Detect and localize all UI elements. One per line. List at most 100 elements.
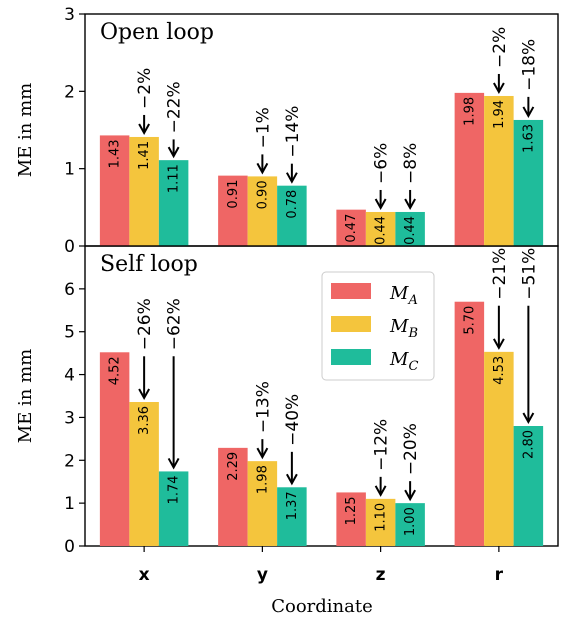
bar-M_B-x <box>129 402 159 546</box>
change-arrow-M_B-y-head <box>256 162 269 175</box>
y-tick-label: 3 <box>64 5 75 25</box>
x-axis-title: Coordinate <box>271 596 373 617</box>
bar-M_A-r <box>454 301 485 546</box>
bar-value-label: 1.98 <box>255 465 270 494</box>
bar-M_C-r <box>513 119 544 246</box>
bar-value-label: 0.47 <box>344 214 359 243</box>
bar-M_C-r <box>513 426 544 546</box>
y-tick-label: 5 <box>64 323 75 343</box>
change-arrow-M_C-r-head <box>522 106 535 119</box>
bar-value-label: 1.94 <box>492 100 507 129</box>
legend-label: MA <box>389 283 418 308</box>
change-arrow-M_C-z-head <box>404 489 416 502</box>
change-label-M_B-y: −1% <box>253 107 273 148</box>
panel-title: Open loop <box>100 20 214 45</box>
x-tick-label: y <box>257 565 268 585</box>
change-label-M_C-x: −62% <box>165 298 185 350</box>
change-label-M_C-z: −8% <box>401 143 421 184</box>
y-tick-label: 3 <box>64 408 75 428</box>
bar-M_C-x <box>158 160 189 246</box>
change-label-M_C-z: −20% <box>401 423 421 475</box>
bar-value-label: 4.53 <box>492 356 507 385</box>
change-label-M_B-x: −2% <box>135 68 155 109</box>
y-tick-label: 2 <box>64 451 75 471</box>
legend-swatch <box>331 283 371 299</box>
bar-value-label: 1.98 <box>462 97 477 126</box>
change-arrow-M_B-r-head <box>493 338 505 350</box>
bar-M_A-y <box>218 175 248 246</box>
y-tick-label: 2 <box>64 82 75 102</box>
bar-value-label: 2.80 <box>521 430 536 459</box>
change-arrow-M_C-y-head <box>286 473 298 486</box>
bar-M_A-x <box>99 135 130 246</box>
change-arrow-M_B-r-head <box>493 82 505 95</box>
bar-value-label: 1.43 <box>108 139 123 168</box>
bar-value-label: 0.90 <box>255 180 270 209</box>
bar-value-label: 1.74 <box>167 475 182 504</box>
bar-M_B-r <box>484 95 514 247</box>
change-arrow-M_C-z-head <box>404 198 416 211</box>
y-axis-title: ME in mm <box>15 349 36 444</box>
change-label-M_B-x: −26% <box>135 298 155 350</box>
bar-value-label: 1.25 <box>344 496 359 525</box>
bar-value-label: 0.78 <box>285 190 300 219</box>
x-tick-label: z <box>376 565 386 585</box>
legend-label: MB <box>389 316 418 341</box>
bar-value-label: 1.41 <box>137 141 152 170</box>
change-arrow-M_B-y-head <box>256 447 269 460</box>
bar-value-label: 1.00 <box>403 507 418 536</box>
bar-value-label: 1.37 <box>285 491 300 520</box>
change-arrow-M_B-z-head <box>374 485 387 497</box>
bar-M_B-z <box>365 211 396 246</box>
bar-M_B-y <box>247 461 278 546</box>
change-label-M_B-y: −13% <box>253 381 273 433</box>
bar-value-label: 1.10 <box>374 503 389 532</box>
change-label-M_B-z: −12% <box>372 419 392 471</box>
bar-M_B-x <box>129 136 159 246</box>
change-label-M_C-x: −22% <box>165 81 185 133</box>
y-tick-label: 0 <box>64 537 75 557</box>
bar-value-label: 0.91 <box>226 180 241 209</box>
bar-value-label: 4.52 <box>108 356 123 385</box>
panel-title: Self loop <box>100 252 198 277</box>
bar-value-label: 1.63 <box>521 124 536 153</box>
y-tick-label: 1 <box>64 160 75 180</box>
change-arrow-M_C-x-head <box>167 146 180 159</box>
change-label-M_C-y: −40% <box>283 394 303 446</box>
legend-swatch <box>331 349 371 365</box>
y-tick-label: 0 <box>64 237 75 257</box>
legend-label: MC <box>389 349 418 374</box>
y-tick-label: 4 <box>64 366 75 386</box>
bar-M_A-z <box>336 209 366 246</box>
bar-M_C-y <box>277 487 307 546</box>
change-arrow-M_B-x-head <box>138 388 150 401</box>
bar-value-label: 5.70 <box>462 306 477 335</box>
bar-M_A-z <box>336 492 366 546</box>
bar-M_B-r <box>484 351 514 546</box>
change-arrow-M_B-z-head <box>374 198 387 211</box>
change-label-M_B-r: −2% <box>490 27 510 68</box>
self-loop-panel: 0 1 2 3 4 5 6 ME in mm Self loop 4.52 3.36 1.74 −26%… <box>15 245 559 585</box>
open-loop-panel: 0 1 2 3 ME in mm Open loop 1.43 1.41 1.11 −2% −22%… <box>15 5 559 257</box>
bar-M_B-z <box>365 498 396 546</box>
change-label-M_C-r: −51% <box>519 248 539 300</box>
change-label-M_C-r: −18% <box>519 39 539 91</box>
legend-swatch <box>331 316 371 332</box>
change-label-M_B-z: −6% <box>372 143 392 184</box>
y-axis-title: ME in mm <box>15 83 36 178</box>
x-tick-label: r <box>495 565 504 585</box>
bar-M_C-z <box>395 503 425 546</box>
change-arrow-M_C-x-head <box>167 457 180 470</box>
legend: MA MB MC <box>321 271 435 381</box>
y-tick-label: 6 <box>64 280 75 300</box>
bar-M_C-y <box>277 185 307 246</box>
change-arrow-M_B-x-head <box>138 123 150 136</box>
bar-value-label: 2.29 <box>226 452 241 481</box>
bar-M_A-x <box>99 352 130 546</box>
change-label-M_B-r: −21% <box>490 248 510 300</box>
bar-M_B-y <box>247 176 278 246</box>
bar-value-label: 0.44 <box>403 216 418 245</box>
bar-M_C-z <box>395 211 425 246</box>
plot-frame <box>84 245 559 547</box>
